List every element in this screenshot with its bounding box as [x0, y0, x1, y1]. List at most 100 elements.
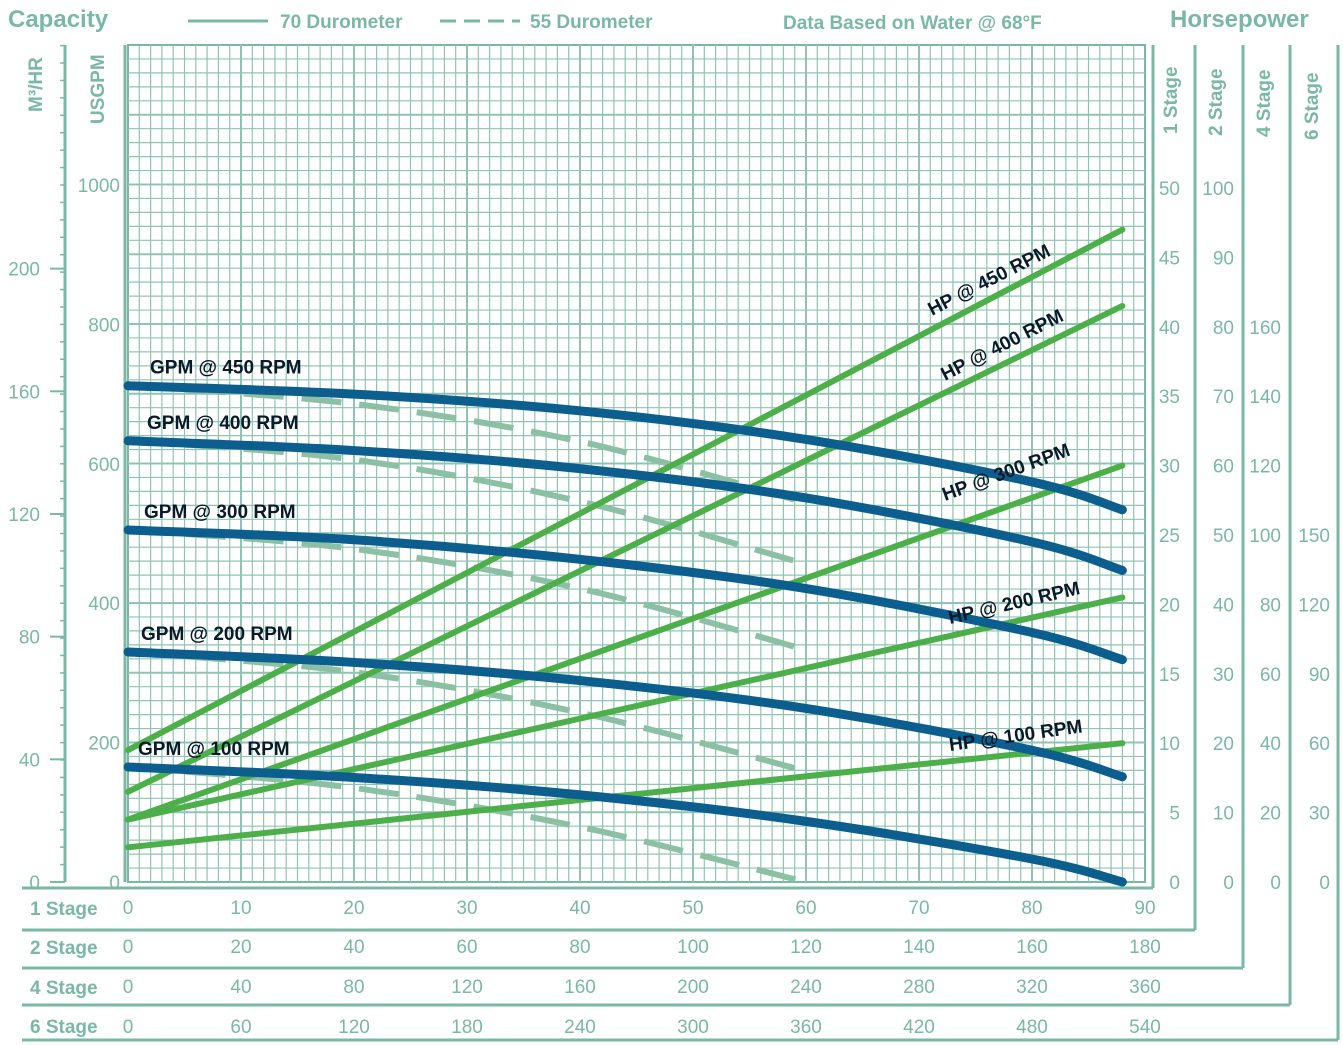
m3hr-tick-label: 200	[8, 260, 40, 281]
hp-4-stage-tick-label: 80	[1260, 595, 1281, 616]
hp-line-4	[125, 594, 1126, 823]
gpm-curve-label: GPM @ 200 RPM	[141, 624, 293, 645]
x-axis-tick-label: 50	[682, 898, 703, 919]
hp-6-stage-tick-label: 150	[1298, 526, 1330, 547]
hp-1-stage-tick-label: 40	[1159, 318, 1180, 339]
x-axis-tick-label: 160	[1016, 937, 1048, 958]
hp-4-stage-tick-label: 60	[1260, 665, 1281, 686]
gpm-55-durometer-line-3	[127, 527, 807, 653]
x-axis-tick-label: 120	[338, 1017, 370, 1038]
axis-frame	[22, 44, 1340, 1042]
hp-6-stage-axis-label: 6 Stage	[1302, 72, 1323, 140]
gpm-line-4	[123, 647, 1127, 782]
hp-1-stage-tick-label: 25	[1159, 526, 1180, 547]
x-axis-tick-label: 10	[230, 898, 251, 919]
x-axis-tick-label: 80	[343, 977, 364, 998]
hp-2-stage-tick-label: 40	[1213, 595, 1234, 616]
gpm-55-durometer-line-4	[127, 649, 807, 775]
hp-1-stage-tick-label: 30	[1159, 457, 1180, 478]
hp-6-stage-tick-label: 120	[1298, 595, 1330, 616]
hp-2-stage-tick-label: 20	[1213, 734, 1234, 755]
x-axis-tick-label: 140	[903, 937, 935, 958]
x-axis-tick-label: 120	[790, 937, 822, 958]
legend-dashed-label: 55 Durometer	[530, 12, 653, 33]
chart-title: Capacity	[8, 6, 109, 33]
x-axis-tick-label: 360	[790, 1017, 822, 1038]
hp-1-stage-tick-label: 5	[1169, 804, 1180, 825]
hp-4-stage-tick-label: 120	[1249, 457, 1281, 478]
hp-2-stage-tick-label: 60	[1213, 457, 1234, 478]
hp-1-stage-tick-label: 0	[1169, 873, 1180, 894]
data-note: Data Based on Water @ 68°F	[783, 13, 1042, 34]
x-axis-tick-label: 280	[903, 977, 935, 998]
x-axis-tick-label: 180	[1129, 937, 1161, 958]
x-axis-4-stage-label: 4 Stage	[30, 978, 98, 999]
gpm-curve-label: GPM @ 100 RPM	[138, 739, 290, 760]
x-axis-tick-label: 60	[456, 937, 477, 958]
x-axis-tick-label: 160	[564, 977, 596, 998]
hp-1-stage-tick-label: 50	[1159, 179, 1180, 200]
gpm-line-1	[123, 381, 1127, 515]
x-axis-tick-label: 480	[1016, 1017, 1048, 1038]
x-axis-tick-label: 60	[795, 898, 816, 919]
gpm-line-5	[123, 762, 1127, 887]
hp-1-stage-tick-label: 10	[1159, 734, 1180, 755]
series-layer	[123, 226, 1127, 887]
m3hr-tick-label: 160	[8, 382, 40, 403]
x-axis-tick-label: 540	[1129, 1017, 1161, 1038]
hp-4-stage-tick-label: 160	[1249, 318, 1281, 339]
hp-2-stage-tick-label: 50	[1213, 526, 1234, 547]
gpm-55-durometer-line-2	[127, 437, 807, 568]
hp-1-stage-tick-label: 15	[1159, 665, 1180, 686]
x-axis-tick-label: 180	[451, 1017, 483, 1038]
hp-2-stage-tick-label: 100	[1202, 179, 1234, 200]
hp-2-stage-tick-label: 90	[1213, 248, 1234, 269]
gpm-55-durometer-line-5	[127, 764, 807, 885]
m3hr-tick-label: 120	[8, 505, 40, 526]
usgpm-tick-label: 600	[88, 455, 120, 476]
hp-6-stage-tick-label: 60	[1309, 734, 1330, 755]
hp-6-stage-tick-label: 0	[1319, 873, 1330, 894]
x-axis-tick-label: 240	[790, 977, 822, 998]
hp-1-stage-tick-label: 35	[1159, 387, 1180, 408]
x-axis-tick-label: 60	[230, 1017, 251, 1038]
x-axis-6-stage-label: 6 Stage	[30, 1017, 98, 1038]
gpm-curve-label: GPM @ 400 RPM	[147, 413, 299, 434]
x-axis-tick-label: 40	[569, 898, 590, 919]
x-axis-tick-label: 80	[569, 937, 590, 958]
x-axis-tick-label: 120	[451, 977, 483, 998]
x-axis-tick-label: 200	[677, 977, 709, 998]
hp-4-stage-tick-label: 100	[1249, 526, 1281, 547]
x-axis-1-stage-label: 1 Stage	[30, 899, 98, 920]
hp-2-stage-tick-label: 80	[1213, 318, 1234, 339]
m3hr-tick-label: 80	[19, 628, 40, 649]
hp-4-stage-tick-label: 20	[1260, 804, 1281, 825]
usgpm-tick-label: 800	[88, 315, 120, 336]
usgpm-tick-label: 200	[88, 734, 120, 755]
x-axis-tick-label: 70	[908, 898, 929, 919]
x-axis-tick-label: 30	[456, 898, 477, 919]
x-axis-tick-label: 320	[1016, 977, 1048, 998]
m3hr-tick-label: 0	[29, 873, 40, 894]
hp-4-stage-axis-label: 4 Stage	[1254, 69, 1275, 137]
x-axis-tick-label: 0	[123, 937, 134, 958]
usgpm-tick-label: 0	[109, 873, 120, 894]
m3hr-axis-label: M³/HR	[26, 57, 47, 112]
hp-1-stage-tick-label: 45	[1159, 248, 1180, 269]
x-axis-tick-label: 40	[230, 977, 251, 998]
hp-4-stage-tick-label: 0	[1270, 873, 1281, 894]
usgpm-tick-label: 1000	[78, 176, 120, 197]
x-axis-tick-label: 80	[1021, 898, 1042, 919]
hp-2-stage-axis-label: 2 Stage	[1206, 68, 1227, 136]
gpm-line-2	[123, 436, 1127, 575]
x-axis-tick-label: 20	[230, 937, 251, 958]
hp-2-stage-tick-label: 0	[1223, 873, 1234, 894]
hp-1-stage-axis-label: 1 Stage	[1161, 66, 1182, 134]
right-title: Horsepower	[1170, 6, 1309, 33]
gpm-curve-label: GPM @ 300 RPM	[144, 502, 296, 523]
x-axis-tick-label: 90	[1134, 898, 1155, 919]
x-axis-tick-label: 0	[123, 898, 134, 919]
x-axis-tick-label: 0	[123, 1017, 134, 1038]
usgpm-tick-label: 400	[88, 594, 120, 615]
